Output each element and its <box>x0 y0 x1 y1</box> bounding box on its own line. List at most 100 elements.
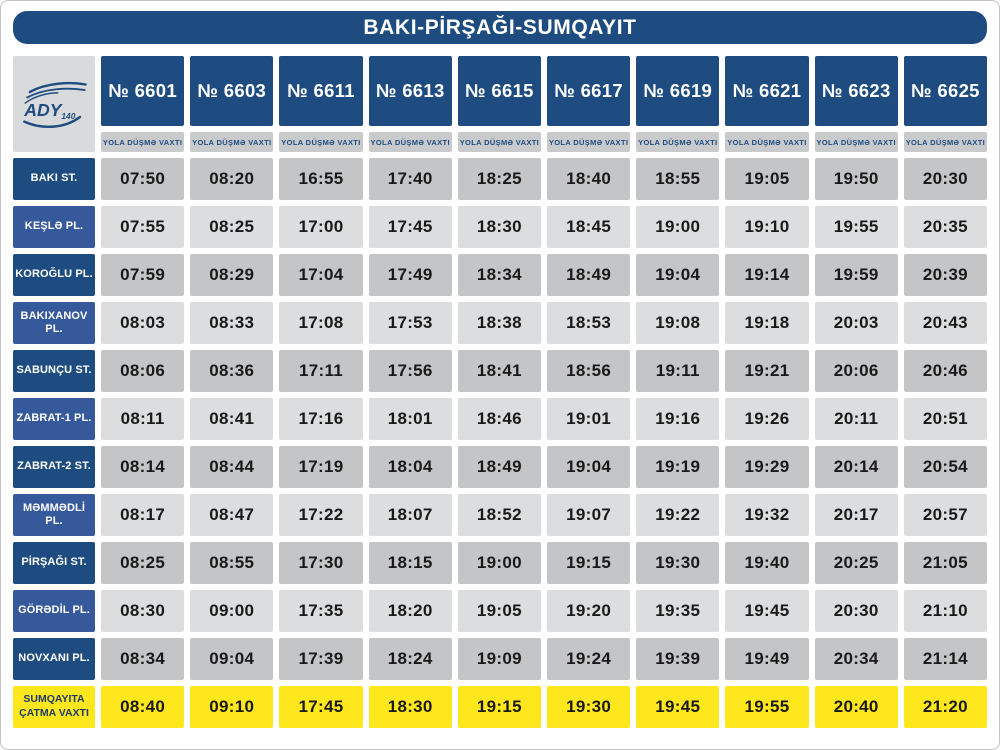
time-cell: 17:16 <box>279 398 363 440</box>
time-cell: 17:35 <box>279 590 363 632</box>
arrival-time-cell: 09:10 <box>190 686 274 728</box>
time-cell: 18:49 <box>546 254 631 296</box>
train-number-header: № 6615 <box>457 56 541 126</box>
train-number-header: № 6603 <box>190 56 274 126</box>
time-cell: 08:25 <box>101 542 185 584</box>
station-label: NOVXANI PL. <box>13 638 95 680</box>
time-cell: 20:46 <box>903 350 987 392</box>
time-cell: 20:51 <box>903 398 987 440</box>
time-cell: 18:38 <box>457 302 541 344</box>
time-cell: 20:39 <box>903 254 987 296</box>
station-label: MƏMMƏDLİ PL. <box>13 494 95 536</box>
time-cell: 18:34 <box>457 254 541 296</box>
time-cell: 19:55 <box>814 206 898 248</box>
station-label: KOROĞLU PL. <box>13 254 95 296</box>
time-cell: 07:50 <box>101 158 185 200</box>
time-cell: 18:24 <box>368 638 452 680</box>
time-cell: 09:00 <box>190 590 274 632</box>
time-cell: 19:05 <box>725 158 809 200</box>
time-cell: 21:10 <box>903 590 987 632</box>
time-cell: 07:59 <box>101 254 185 296</box>
station-label: PİRŞAĞI ST. <box>13 542 95 584</box>
train-number-header: № 6617 <box>546 56 631 126</box>
time-cell: 17:49 <box>368 254 452 296</box>
train-number-header: № 6619 <box>636 56 720 126</box>
station-label: GÖRƏDİL PL. <box>13 590 95 632</box>
time-cell: 18:04 <box>368 446 452 488</box>
time-cell: 08:17 <box>101 494 185 536</box>
train-number-header: № 6625 <box>903 56 987 126</box>
time-cell: 19:04 <box>546 446 631 488</box>
time-cell: 17:04 <box>279 254 363 296</box>
time-cell: 17:45 <box>368 206 452 248</box>
arrival-station-label: SUMQAYITA ÇATMA VAXTI <box>13 686 95 728</box>
time-cell: 20:43 <box>903 302 987 344</box>
time-cell: 19:40 <box>725 542 809 584</box>
time-cell: 20:57 <box>903 494 987 536</box>
arrival-time-cell: 17:45 <box>279 686 363 728</box>
time-cell: 18:52 <box>457 494 541 536</box>
time-cell: 17:22 <box>279 494 363 536</box>
time-cell: 19:49 <box>725 638 809 680</box>
station-label: SABUNÇU ST. <box>13 350 95 392</box>
time-cell: 19:45 <box>725 590 809 632</box>
time-cell: 20:14 <box>814 446 898 488</box>
time-cell: 18:20 <box>368 590 452 632</box>
time-cell: 18:25 <box>457 158 541 200</box>
time-cell: 19:16 <box>636 398 720 440</box>
departure-time-label: YOLA DÜŞMƏ VAXTI <box>101 132 185 152</box>
station-label: BAKIXANOV PL. <box>13 302 95 344</box>
route-title: BAKI-PİRŞAĞI-SUMQAYIT <box>363 15 637 39</box>
time-cell: 18:07 <box>368 494 452 536</box>
arrival-time-cell: 19:15 <box>457 686 541 728</box>
time-cell: 19:26 <box>725 398 809 440</box>
time-cell: 19:22 <box>636 494 720 536</box>
ady-logo-badge: 140. <box>61 111 77 121</box>
time-cell: 08:14 <box>101 446 185 488</box>
time-cell: 18:01 <box>368 398 452 440</box>
arrival-time-cell: 18:30 <box>368 686 452 728</box>
time-cell: 19:00 <box>457 542 541 584</box>
arrival-time-cell: 21:20 <box>903 686 987 728</box>
time-cell: 08:47 <box>190 494 274 536</box>
time-cell: 18:55 <box>636 158 720 200</box>
time-cell: 21:14 <box>903 638 987 680</box>
departure-time-label: YOLA DÜŞMƏ VAXTI <box>725 132 809 152</box>
time-cell: 08:20 <box>190 158 274 200</box>
time-cell: 19:20 <box>546 590 631 632</box>
time-cell: 17:39 <box>279 638 363 680</box>
departure-time-label: YOLA DÜŞMƏ VAXTI <box>190 132 274 152</box>
time-cell: 19:39 <box>636 638 720 680</box>
time-cell: 19:30 <box>636 542 720 584</box>
time-cell: 19:05 <box>457 590 541 632</box>
time-cell: 08:41 <box>190 398 274 440</box>
time-cell: 20:17 <box>814 494 898 536</box>
time-cell: 17:53 <box>368 302 452 344</box>
time-cell: 19:10 <box>725 206 809 248</box>
time-cell: 17:19 <box>279 446 363 488</box>
time-cell: 08:36 <box>190 350 274 392</box>
time-cell: 19:19 <box>636 446 720 488</box>
time-cell: 08:11 <box>101 398 185 440</box>
arrival-time-cell: 20:40 <box>814 686 898 728</box>
time-cell: 20:35 <box>903 206 987 248</box>
time-cell: 17:11 <box>279 350 363 392</box>
time-cell: 17:00 <box>279 206 363 248</box>
time-cell: 18:45 <box>546 206 631 248</box>
time-cell: 19:01 <box>546 398 631 440</box>
time-cell: 18:53 <box>546 302 631 344</box>
time-cell: 16:55 <box>279 158 363 200</box>
time-cell: 19:59 <box>814 254 898 296</box>
time-cell: 18:46 <box>457 398 541 440</box>
departure-time-label: YOLA DÜŞMƏ VAXTI <box>546 132 631 152</box>
time-cell: 18:40 <box>546 158 631 200</box>
time-cell: 18:15 <box>368 542 452 584</box>
time-cell: 19:24 <box>546 638 631 680</box>
time-cell: 20:30 <box>903 158 987 200</box>
time-cell: 08:34 <box>101 638 185 680</box>
time-cell: 17:40 <box>368 158 452 200</box>
time-cell: 19:21 <box>725 350 809 392</box>
time-cell: 21:05 <box>903 542 987 584</box>
time-cell: 08:55 <box>190 542 274 584</box>
